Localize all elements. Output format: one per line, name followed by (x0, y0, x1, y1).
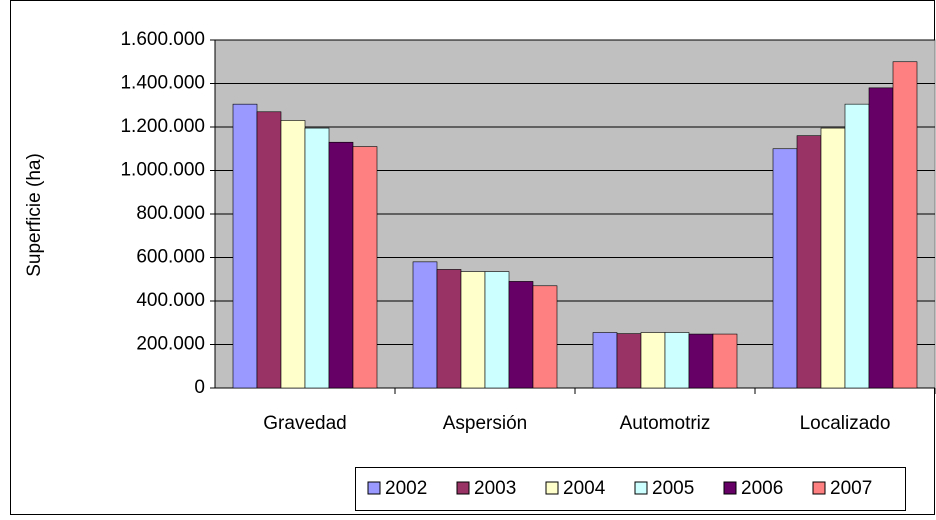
x-tick-label: Aspersión (443, 413, 528, 434)
legend-swatch (634, 481, 648, 495)
bar (616, 333, 642, 389)
bar (796, 135, 822, 389)
bar (352, 146, 378, 389)
bar (820, 127, 846, 389)
bar (232, 103, 258, 389)
legend-swatch (812, 481, 826, 495)
bar (256, 111, 282, 389)
y-tick-label: 1.000.000 (120, 160, 205, 181)
y-tick-label: 400.000 (136, 290, 205, 311)
bar (688, 333, 714, 389)
bar (436, 269, 462, 389)
bar (508, 281, 534, 389)
legend-swatch (367, 481, 381, 495)
legend-label: 2002 (385, 478, 427, 499)
bar (412, 261, 438, 389)
bar (640, 332, 666, 389)
y-tick-label: 1.400.000 (120, 73, 205, 94)
x-tick-label: Localizado (800, 413, 891, 434)
legend-label: 2004 (563, 478, 606, 499)
y-tick-label: 800.000 (136, 203, 205, 224)
legend-label: 2006 (741, 478, 783, 499)
bar (868, 87, 894, 389)
bar (304, 127, 330, 389)
x-tick-label: Gravedad (263, 413, 346, 434)
y-axis-label: Superficie (ha) (24, 153, 45, 277)
bar (772, 148, 798, 389)
y-tick-label: 1.600.000 (120, 29, 205, 50)
y-tick-label: 1.200.000 (120, 116, 205, 137)
legend-swatch (723, 481, 737, 495)
legend-swatch (545, 481, 559, 495)
y-tick-label: 600.000 (136, 247, 205, 268)
bar (664, 332, 690, 389)
bar (280, 120, 306, 389)
y-tick-label: 200.000 (136, 334, 205, 355)
legend-swatch (456, 481, 470, 495)
bar (460, 271, 486, 389)
bar (844, 103, 870, 389)
x-tick-label: Automotriz (620, 413, 711, 434)
legend-label: 2007 (830, 478, 872, 499)
y-tick-label: 0 (194, 377, 205, 398)
legend-label: 2005 (652, 478, 694, 499)
bar (328, 141, 354, 389)
legend-label: 2003 (474, 478, 516, 499)
bar (592, 332, 618, 389)
bar (712, 333, 738, 389)
bar (484, 271, 510, 389)
bar (892, 61, 918, 389)
bar (532, 285, 558, 389)
